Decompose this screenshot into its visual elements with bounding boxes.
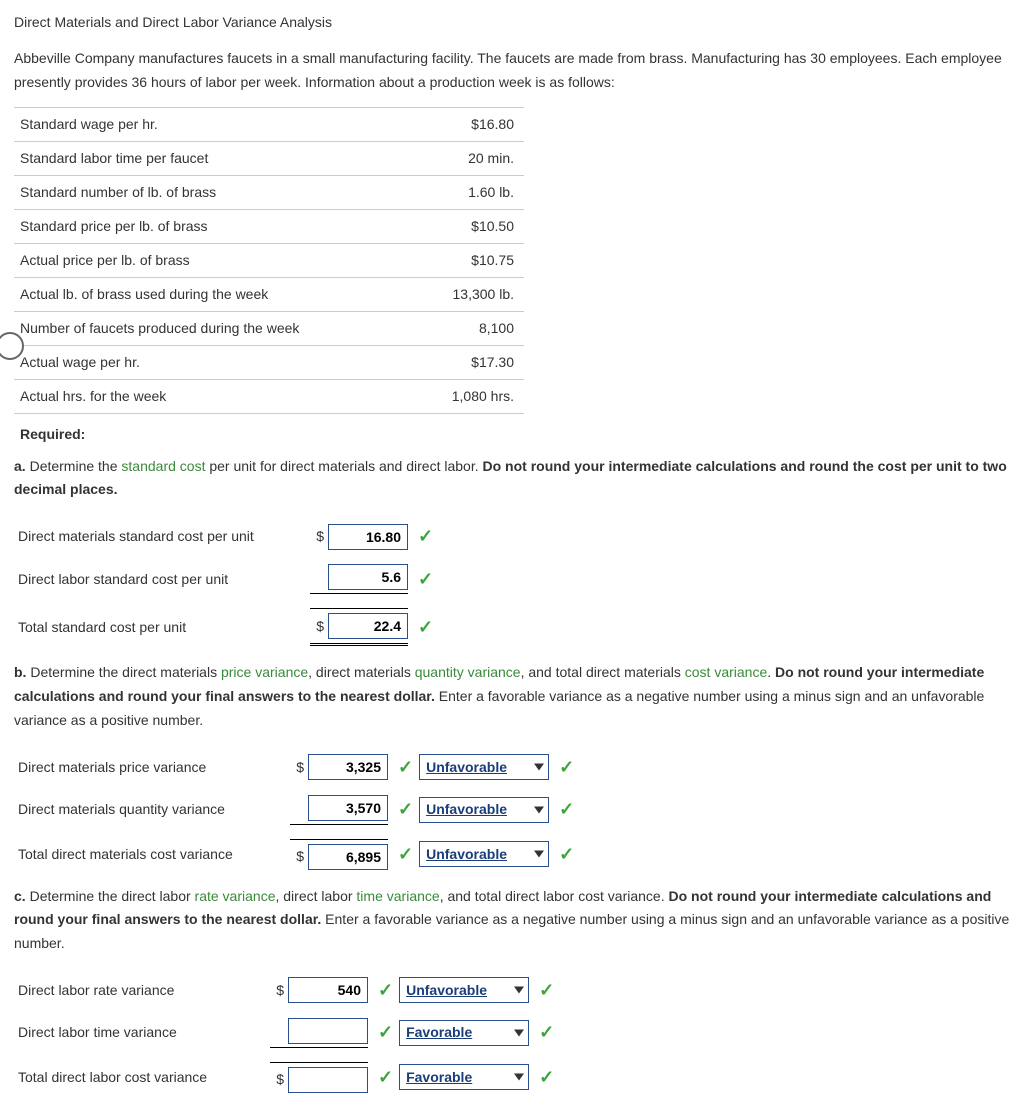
check-icon: ✓: [539, 1019, 554, 1046]
answer-label: Direct materials quantity variance: [14, 799, 284, 820]
check-icon: ✓: [418, 523, 433, 550]
answer-input[interactable]: [308, 754, 388, 780]
info-label: Actual price per lb. of brass: [14, 243, 394, 277]
page-title: Direct Materials and Direct Labor Varian…: [14, 12, 1010, 33]
info-label: Actual lb. of brass used during the week: [14, 277, 394, 311]
check-icon: ✓: [378, 1019, 393, 1046]
info-label: Standard wage per hr.: [14, 107, 394, 141]
info-label: Standard labor time per faucet: [14, 141, 394, 175]
check-icon: ✓: [398, 754, 413, 781]
info-label: Standard number of lb. of brass: [14, 175, 394, 209]
check-icon: ✓: [418, 614, 433, 641]
answer-label: Total direct materials cost variance: [14, 844, 284, 865]
variance-type-select[interactable]: Favorable: [399, 1064, 529, 1090]
check-icon: ✓: [539, 1064, 554, 1091]
currency-symbol: $: [290, 846, 304, 867]
currency-symbol: $: [270, 980, 284, 1001]
question-a: a. Determine the standard cost per unit …: [14, 455, 1010, 503]
answer-label: Direct materials standard cost per unit: [14, 526, 304, 547]
info-table: Standard wage per hr.$16.80Standard labo…: [14, 107, 524, 414]
check-icon: ✓: [418, 566, 433, 593]
info-value: $10.50: [394, 209, 524, 243]
answer-row: Total direct materials cost variance$✓Un…: [14, 832, 1010, 877]
check-icon: ✓: [559, 841, 574, 868]
section-b-answers: Direct materials price variance$✓Unfavor…: [14, 747, 1010, 877]
answer-row: Direct materials standard cost per unit $…: [14, 516, 1010, 557]
answer-input[interactable]: [288, 1018, 368, 1044]
answer-row: Direct labor standard cost per unit ✓: [14, 557, 1010, 601]
answer-label: Total standard cost per unit: [14, 617, 304, 638]
info-value: 20 min.: [394, 141, 524, 175]
answer-row: Direct materials quantity variance✓Unfav…: [14, 788, 1010, 832]
chevron-down-icon: [534, 764, 544, 771]
answer-row: Direct materials price variance$✓Unfavor…: [14, 747, 1010, 788]
answer-input[interactable]: [308, 795, 388, 821]
variance-type-select[interactable]: Unfavorable: [419, 797, 549, 823]
info-value: $10.75: [394, 243, 524, 277]
chevron-down-icon: [514, 1074, 524, 1081]
currency-symbol: $: [270, 1069, 284, 1090]
currency-symbol: $: [310, 616, 324, 637]
info-value: 8,100: [394, 311, 524, 345]
answer-input[interactable]: [288, 977, 368, 1003]
variance-type-select[interactable]: Favorable: [399, 1020, 529, 1046]
check-icon: ✓: [559, 754, 574, 781]
required-label: Required:: [20, 424, 1010, 445]
answer-label: Total direct labor cost variance: [14, 1067, 264, 1088]
check-icon: ✓: [378, 1064, 393, 1091]
answer-input[interactable]: [308, 844, 388, 870]
currency-symbol: $: [290, 757, 304, 778]
intro-text: Abbeville Company manufactures faucets i…: [14, 47, 1010, 95]
section-c-answers: Direct labor rate variance$✓Unfavorable✓…: [14, 970, 1010, 1100]
answer-row: Direct labor time variance✓Favorable✓: [14, 1011, 1010, 1055]
info-value: 1,080 hrs.: [394, 379, 524, 413]
variance-type-select[interactable]: Unfavorable: [419, 754, 549, 780]
answer-row: Total standard cost per unit $ ✓: [14, 601, 1010, 653]
info-label: Actual wage per hr.: [14, 345, 394, 379]
check-icon: ✓: [378, 977, 393, 1004]
info-value: 1.60 lb.: [394, 175, 524, 209]
check-icon: ✓: [559, 796, 574, 823]
answer-label: Direct labor time variance: [14, 1022, 264, 1043]
answer-label: Direct materials price variance: [14, 757, 284, 778]
answer-label: Direct labor rate variance: [14, 980, 264, 1001]
check-icon: ✓: [398, 841, 413, 868]
info-value: $17.30: [394, 345, 524, 379]
info-label: Actual hrs. for the week: [14, 379, 394, 413]
chevron-down-icon: [534, 851, 544, 858]
answer-row: Total direct labor cost variance$✓Favora…: [14, 1055, 1010, 1100]
chevron-down-icon: [514, 1029, 524, 1036]
answer-row: Direct labor rate variance$✓Unfavorable✓: [14, 970, 1010, 1011]
info-label: Standard price per lb. of brass: [14, 209, 394, 243]
answer-input[interactable]: [328, 564, 408, 590]
check-icon: ✓: [539, 977, 554, 1004]
answer-input[interactable]: [288, 1067, 368, 1093]
check-icon: ✓: [398, 796, 413, 823]
section-a-answers: Direct materials standard cost per unit $…: [14, 516, 1010, 653]
info-value: 13,300 lb.: [394, 277, 524, 311]
question-c: c. Determine the direct labor rate varia…: [14, 885, 1010, 956]
answer-label: Direct labor standard cost per unit: [14, 569, 304, 590]
variance-type-select[interactable]: Unfavorable: [419, 841, 549, 867]
info-label: Number of faucets produced during the we…: [14, 311, 394, 345]
answer-input[interactable]: [328, 613, 408, 639]
currency-symbol: $: [310, 526, 324, 547]
answer-input[interactable]: [328, 524, 408, 550]
info-value: $16.80: [394, 107, 524, 141]
chevron-down-icon: [514, 987, 524, 994]
question-b: b. Determine the direct materials price …: [14, 661, 1010, 732]
variance-type-select[interactable]: Unfavorable: [399, 977, 529, 1003]
chevron-down-icon: [534, 806, 544, 813]
